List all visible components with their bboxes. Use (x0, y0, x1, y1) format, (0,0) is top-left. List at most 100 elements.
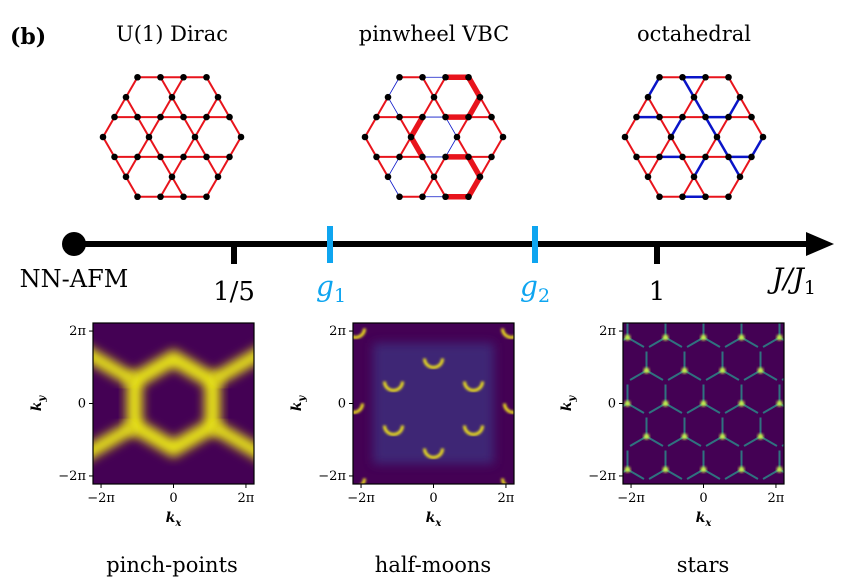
bond (205, 156, 219, 178)
caption-half-moons: half-moons (375, 553, 491, 577)
site (725, 193, 732, 201)
bond (727, 156, 742, 178)
site (736, 173, 744, 181)
bond (387, 96, 400, 118)
bond (693, 76, 707, 98)
site (442, 193, 449, 201)
bond (182, 116, 196, 138)
site (134, 153, 141, 161)
kagome-lattice-octahedral (621, 73, 767, 201)
bond (647, 156, 661, 178)
y-axis-label: ky (559, 395, 578, 412)
site (203, 73, 210, 81)
phase-axis: NN-AFM 1/5 g1 g2 1 J/J1 (20, 226, 834, 307)
x-axis-label: kx (696, 510, 713, 529)
site (679, 73, 686, 81)
site (702, 113, 709, 121)
y-tick-label: 0 (338, 397, 346, 412)
bond (408, 115, 425, 139)
bond (479, 96, 493, 118)
kagome-lattice-dirac (99, 73, 245, 201)
bond (205, 96, 219, 118)
bond (681, 96, 695, 118)
site (725, 113, 732, 121)
bond (739, 156, 753, 178)
axis-end-label: J/J1 (767, 262, 816, 299)
tick-label-g2: g2 (520, 270, 550, 307)
bond (716, 116, 730, 138)
site (702, 153, 709, 161)
bond (669, 116, 684, 138)
bond (445, 136, 458, 158)
bond (421, 176, 435, 198)
bond (647, 96, 661, 118)
site (644, 93, 652, 101)
bond (387, 176, 400, 197)
site (725, 153, 732, 161)
bond (375, 96, 389, 118)
site (373, 113, 380, 121)
site (679, 113, 686, 121)
site (725, 73, 732, 81)
bond (228, 136, 242, 158)
site (748, 113, 755, 121)
bond (159, 76, 173, 98)
bond (466, 155, 483, 179)
bond (479, 156, 493, 178)
x-tick-label: −2π (347, 491, 375, 506)
bond (624, 116, 638, 138)
site (226, 113, 233, 121)
axis-origin-dot (62, 232, 86, 256)
site (419, 73, 426, 81)
heatmap-pattern (623, 323, 784, 480)
site (442, 73, 449, 81)
site (237, 133, 245, 141)
bond (624, 136, 638, 158)
caption-stars: stars (677, 553, 730, 577)
site (465, 193, 472, 201)
bond (364, 116, 378, 138)
x-axis-label: kx (166, 510, 183, 529)
tick-label-g1: g1 (316, 270, 346, 307)
bond (445, 116, 458, 138)
tick-label-one: 1 (649, 277, 666, 307)
bond (159, 176, 173, 198)
y-tick-label: 0 (78, 397, 86, 412)
bond (159, 96, 173, 118)
site (713, 133, 721, 141)
bond (693, 176, 707, 198)
bond (136, 136, 150, 158)
site (111, 153, 118, 161)
caption-pinch-points: pinch-points (106, 553, 238, 577)
x-tick-label: 0 (429, 491, 437, 506)
bond (681, 156, 695, 178)
site (430, 93, 438, 101)
bond (102, 116, 116, 138)
site (384, 93, 392, 101)
y-axis-label: ky (289, 395, 308, 412)
site (134, 113, 141, 121)
bond (171, 76, 185, 98)
bond (421, 156, 435, 178)
bond (387, 156, 400, 178)
heatmap-pattern (353, 328, 514, 484)
bond (681, 176, 695, 198)
bond (466, 75, 483, 99)
structure-factor-pinch-points: −2π−2π 0 0 2π 2π kx ky (29, 322, 255, 529)
site (419, 113, 426, 121)
bond (647, 176, 661, 198)
site (111, 113, 118, 121)
site (180, 153, 187, 161)
site (203, 193, 210, 201)
site (690, 93, 698, 101)
bond (490, 116, 504, 138)
bond (466, 175, 483, 199)
bond (217, 156, 231, 178)
site (690, 173, 698, 181)
site (442, 153, 449, 161)
site (384, 173, 392, 181)
tick-label-one-fifth: 1/5 (213, 277, 255, 307)
x-axis-label: kx (426, 510, 443, 529)
site (465, 113, 472, 121)
site (157, 193, 164, 201)
